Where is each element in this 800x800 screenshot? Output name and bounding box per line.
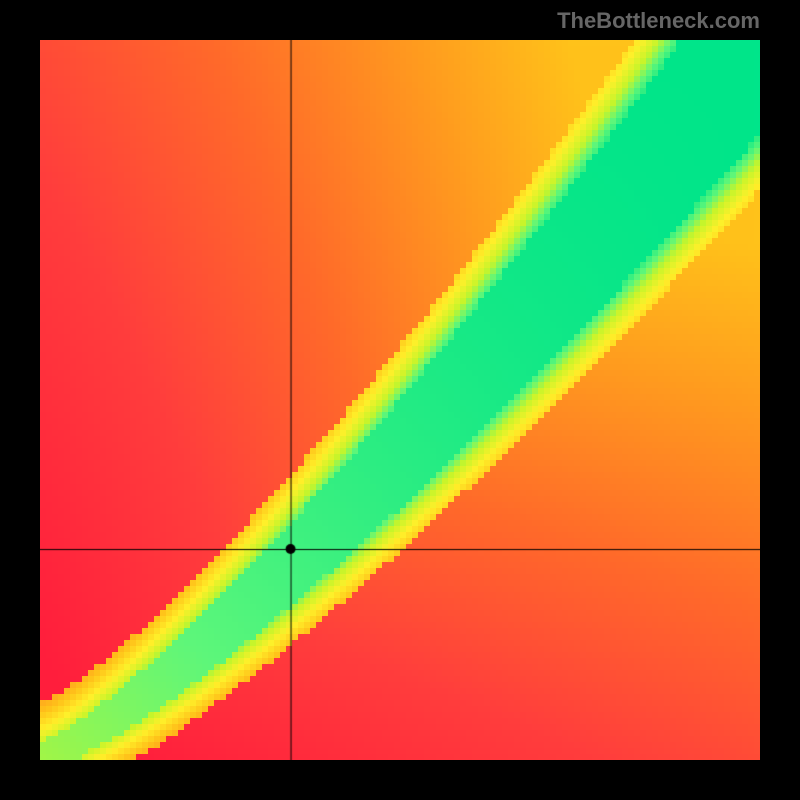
watermark-text: TheBottleneck.com (557, 8, 760, 34)
chart-container: TheBottleneck.com (0, 0, 800, 800)
plot-area (40, 40, 760, 760)
heatmap-canvas (40, 40, 760, 760)
